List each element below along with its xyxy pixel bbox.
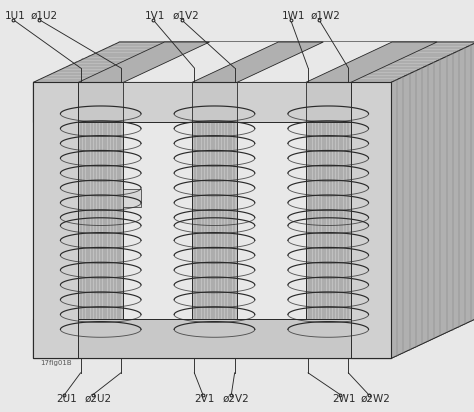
Polygon shape: [33, 319, 391, 358]
Text: ø1W2: ø1W2: [310, 11, 340, 21]
Polygon shape: [237, 122, 306, 319]
Text: 1V1: 1V1: [145, 11, 165, 21]
Text: 2V1: 2V1: [194, 394, 215, 404]
Polygon shape: [113, 45, 471, 321]
Polygon shape: [33, 82, 391, 122]
Polygon shape: [101, 51, 459, 327]
Polygon shape: [58, 71, 416, 347]
Polygon shape: [70, 65, 428, 341]
Polygon shape: [391, 42, 474, 358]
Polygon shape: [123, 189, 141, 206]
Polygon shape: [33, 319, 391, 358]
Text: 2U1: 2U1: [56, 394, 77, 404]
Polygon shape: [33, 42, 474, 82]
Polygon shape: [119, 42, 474, 318]
Polygon shape: [95, 54, 453, 330]
Polygon shape: [123, 122, 192, 319]
Polygon shape: [237, 42, 392, 82]
Polygon shape: [107, 48, 465, 324]
Text: ø1U2: ø1U2: [31, 11, 58, 21]
Polygon shape: [33, 82, 78, 358]
Polygon shape: [82, 59, 440, 335]
Text: 2W1: 2W1: [332, 394, 356, 404]
Polygon shape: [78, 42, 210, 82]
Polygon shape: [33, 318, 474, 358]
Text: 1W1: 1W1: [282, 11, 306, 21]
Polygon shape: [123, 42, 278, 82]
Polygon shape: [192, 42, 323, 82]
Polygon shape: [123, 82, 192, 122]
Polygon shape: [306, 42, 437, 82]
Polygon shape: [52, 74, 410, 350]
Text: 17fig01B: 17fig01B: [40, 360, 72, 366]
Text: ø2W2: ø2W2: [360, 394, 390, 404]
Polygon shape: [64, 68, 422, 344]
Polygon shape: [237, 82, 306, 122]
Polygon shape: [192, 82, 237, 358]
Text: ø1V2: ø1V2: [173, 11, 200, 21]
Text: ø2U2: ø2U2: [84, 394, 111, 404]
Polygon shape: [76, 62, 434, 338]
Polygon shape: [78, 82, 123, 358]
Text: 1U1: 1U1: [5, 11, 26, 21]
Polygon shape: [351, 82, 391, 358]
Text: ø2V2: ø2V2: [223, 394, 249, 404]
Polygon shape: [33, 82, 78, 358]
Polygon shape: [89, 56, 447, 332]
Polygon shape: [351, 82, 391, 358]
Polygon shape: [33, 82, 391, 122]
Polygon shape: [46, 77, 403, 353]
Polygon shape: [306, 82, 351, 358]
Polygon shape: [39, 80, 397, 356]
